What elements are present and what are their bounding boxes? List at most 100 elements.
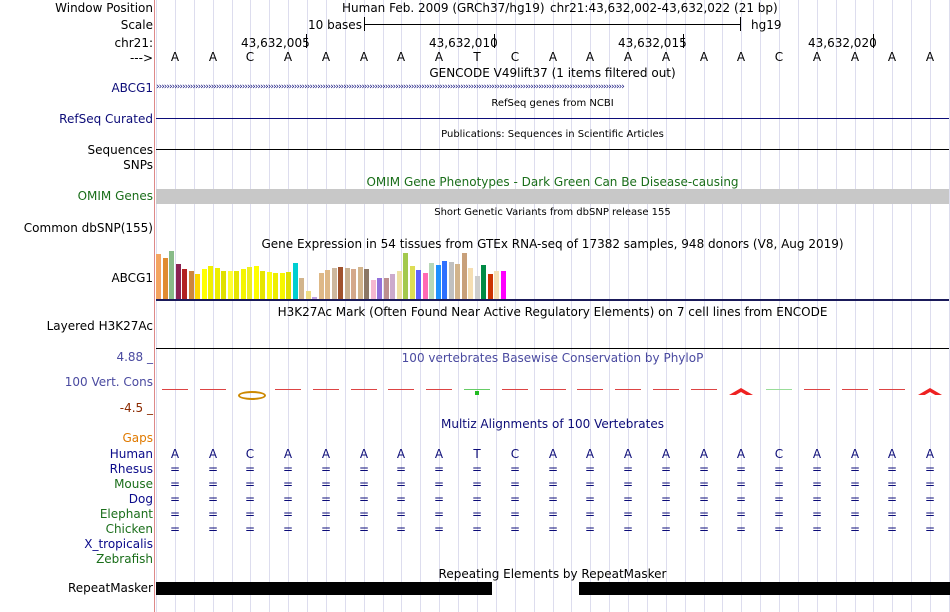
guide-line	[288, 0, 289, 612]
ref-base: A	[585, 50, 595, 64]
pubs-label[interactable]: Sequences	[87, 143, 153, 157]
ref-base: A	[699, 50, 709, 64]
omim-gene-bar[interactable]	[156, 189, 949, 204]
species-label[interactable]: Mouse	[114, 477, 153, 491]
aligned-base: =	[886, 492, 898, 506]
gtex-bar	[176, 264, 181, 299]
aligned-base: =	[698, 462, 710, 476]
aligned-base: =	[320, 477, 332, 491]
gencode-label[interactable]: ABCG1	[111, 81, 153, 95]
scale-text: 10 bases	[308, 18, 362, 32]
aligned-base: =	[811, 462, 823, 476]
species-label[interactable]: Human	[109, 447, 153, 461]
species-label[interactable]: X_tropicalis	[84, 537, 153, 551]
aligned-base: =	[433, 477, 445, 491]
gaps-label[interactable]: Gaps	[122, 431, 153, 445]
human-base: A	[850, 447, 860, 461]
cons-label[interactable]: 100 Vert. Cons	[64, 375, 153, 389]
h3k27ac-title: H3K27Ac Mark (Often Found Near Active Re…	[277, 305, 828, 319]
human-base: C	[774, 447, 784, 461]
repeat-label[interactable]: RepeatMasker	[67, 581, 153, 595]
h3k27ac-label[interactable]: Layered H3K27Ac	[46, 319, 153, 333]
snps-label[interactable]: SNPs	[123, 158, 153, 172]
guide-line	[722, 0, 723, 612]
guide-line	[515, 0, 516, 612]
aligned-base: =	[358, 462, 370, 476]
aligned-base: =	[547, 462, 559, 476]
species-label[interactable]: Dog	[128, 492, 153, 506]
ref-base: C	[245, 50, 255, 64]
human-base: C	[510, 447, 520, 461]
guide-line	[855, 0, 856, 612]
h3k27ac-baseline	[156, 348, 949, 349]
dbsnp-label[interactable]: Common dbSNP(155)	[23, 221, 153, 235]
aligned-base: =	[471, 477, 483, 491]
aligned-base: =	[584, 507, 596, 521]
gtex-bar	[338, 267, 343, 299]
position-readout: chr21:43,632,002-43,632,022 (21 bp)	[550, 1, 778, 15]
gtex-bar	[254, 266, 259, 299]
guide-line	[553, 0, 554, 612]
species-label[interactable]: Zebrafish	[96, 552, 153, 566]
aligned-base: =	[320, 462, 332, 476]
aligned-base: =	[811, 507, 823, 521]
guide-line	[269, 0, 270, 612]
aligned-base: =	[698, 492, 710, 506]
guide-line	[345, 0, 346, 612]
dbsnp-title: Short Genetic Variants from dbSNP releas…	[434, 207, 671, 218]
human-base: A	[359, 447, 369, 461]
aligned-base: =	[735, 477, 747, 491]
aligned-base: =	[773, 477, 785, 491]
aligned-base: =	[395, 462, 407, 476]
gtex-bar	[273, 273, 278, 299]
species-label[interactable]: Rhesus	[109, 462, 153, 476]
species-label[interactable]: Chicken	[105, 522, 153, 536]
gtex-baseline	[156, 299, 949, 301]
aligned-base: =	[471, 507, 483, 521]
cons-mark	[923, 392, 937, 396]
aligned-base: =	[320, 492, 332, 506]
aligned-base: =	[924, 477, 936, 491]
gtex-label[interactable]: ABCG1	[111, 271, 153, 285]
gtex-bar	[384, 278, 389, 299]
coord-label: 43,632,015	[618, 36, 687, 50]
pubs-feature-line[interactable]	[156, 149, 949, 150]
ref-base: A	[623, 50, 633, 64]
gtex-title: Gene Expression in 54 tissues from GTEx …	[261, 237, 844, 251]
aligned-base: =	[773, 492, 785, 506]
label-window-position: Window Position	[55, 1, 153, 15]
gtex-bar	[351, 269, 356, 299]
coord-label: 43,632,020	[808, 36, 877, 50]
cons-mark	[804, 389, 830, 390]
aligned-base: =	[207, 477, 219, 491]
aligned-base: =	[509, 522, 521, 536]
refseq-gene-line[interactable]	[156, 118, 949, 119]
gtex-bar	[299, 278, 304, 299]
guide-line	[817, 0, 818, 612]
aligned-base: =	[849, 507, 861, 521]
species-label[interactable]: Elephant	[99, 507, 153, 521]
human-base: A	[623, 447, 633, 461]
ref-base: A	[170, 50, 180, 64]
cons-mark	[502, 389, 528, 390]
guide-line	[420, 0, 421, 612]
aligned-base: =	[282, 507, 294, 521]
guide-line	[175, 0, 176, 612]
guide-line	[760, 0, 761, 612]
human-base: A	[812, 447, 822, 461]
aligned-base: =	[622, 522, 634, 536]
cons-mark	[200, 389, 226, 390]
refseq-label[interactable]: RefSeq Curated	[59, 112, 153, 126]
guide-line	[156, 0, 157, 612]
gencode-gene-feature[interactable]: ››››››››››››››››››››››››››››››››››››››››…	[156, 82, 625, 92]
guide-line	[628, 0, 629, 612]
scale-bar	[364, 24, 741, 25]
human-base: A	[925, 447, 935, 461]
assembly-title: Human Feb. 2009 (GRCh37/hg19)	[342, 1, 545, 15]
aligned-base: =	[584, 477, 596, 491]
cons-mark	[734, 392, 748, 396]
omim-label[interactable]: OMIM Genes	[77, 189, 153, 203]
cons-mark	[313, 389, 339, 390]
gtex-bar	[260, 271, 265, 299]
